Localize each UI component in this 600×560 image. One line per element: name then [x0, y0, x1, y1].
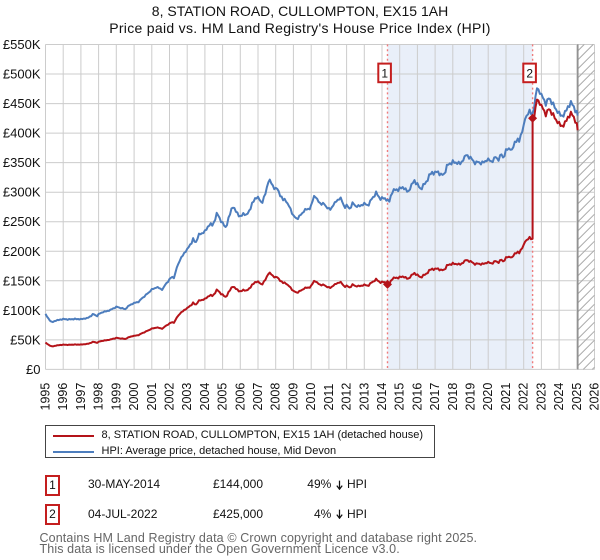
- svg-text:£0: £0: [26, 362, 40, 377]
- svg-text:£50K: £50K: [10, 332, 41, 347]
- svg-text:£150K: £150K: [3, 273, 41, 288]
- svg-text:2006: 2006: [233, 383, 247, 411]
- svg-text:2020: 2020: [481, 383, 495, 411]
- svg-text:2017: 2017: [428, 383, 442, 411]
- svg-text:2: 2: [526, 67, 533, 81]
- svg-text:2026: 2026: [588, 383, 600, 411]
- svg-text:2007: 2007: [251, 383, 265, 411]
- svg-text:2013: 2013: [357, 383, 371, 411]
- svg-text:2004: 2004: [198, 383, 212, 411]
- svg-text:1998: 1998: [92, 383, 106, 411]
- svg-text:£350K: £350K: [3, 155, 41, 170]
- svg-text:2001: 2001: [145, 383, 159, 411]
- svg-text:2016: 2016: [410, 383, 424, 411]
- svg-text:2012: 2012: [340, 383, 354, 411]
- svg-text:1999: 1999: [109, 383, 123, 411]
- svg-text:1: 1: [381, 67, 388, 81]
- svg-text:2005: 2005: [216, 383, 230, 411]
- svg-text:2008: 2008: [269, 383, 283, 411]
- svg-text:2022: 2022: [517, 383, 531, 411]
- svg-text:1995: 1995: [39, 383, 53, 411]
- svg-text:1997: 1997: [74, 383, 88, 411]
- svg-text:2011: 2011: [322, 384, 336, 411]
- svg-text:2023: 2023: [534, 383, 548, 411]
- svg-text:£300K: £300K: [3, 185, 41, 200]
- svg-text:2021: 2021: [499, 383, 513, 411]
- svg-text:2003: 2003: [180, 383, 194, 411]
- svg-text:2025: 2025: [570, 383, 584, 411]
- svg-text:2024: 2024: [552, 383, 566, 411]
- svg-text:2000: 2000: [127, 383, 141, 411]
- svg-text:£250K: £250K: [3, 214, 41, 229]
- svg-text:£550K: £550K: [3, 37, 41, 52]
- svg-text:£100K: £100K: [3, 303, 41, 318]
- svg-text:£450K: £450K: [3, 96, 41, 111]
- svg-text:1996: 1996: [56, 383, 70, 411]
- svg-text:2002: 2002: [163, 383, 177, 411]
- svg-text:2018: 2018: [446, 383, 460, 411]
- svg-text:2014: 2014: [375, 383, 389, 411]
- svg-text:£400K: £400K: [3, 126, 41, 141]
- svg-text:£200K: £200K: [3, 244, 41, 259]
- svg-text:2019: 2019: [464, 383, 478, 411]
- svg-text:2009: 2009: [286, 383, 300, 411]
- svg-text:2015: 2015: [393, 383, 407, 411]
- svg-text:£500K: £500K: [3, 67, 41, 82]
- svg-text:2010: 2010: [304, 383, 318, 411]
